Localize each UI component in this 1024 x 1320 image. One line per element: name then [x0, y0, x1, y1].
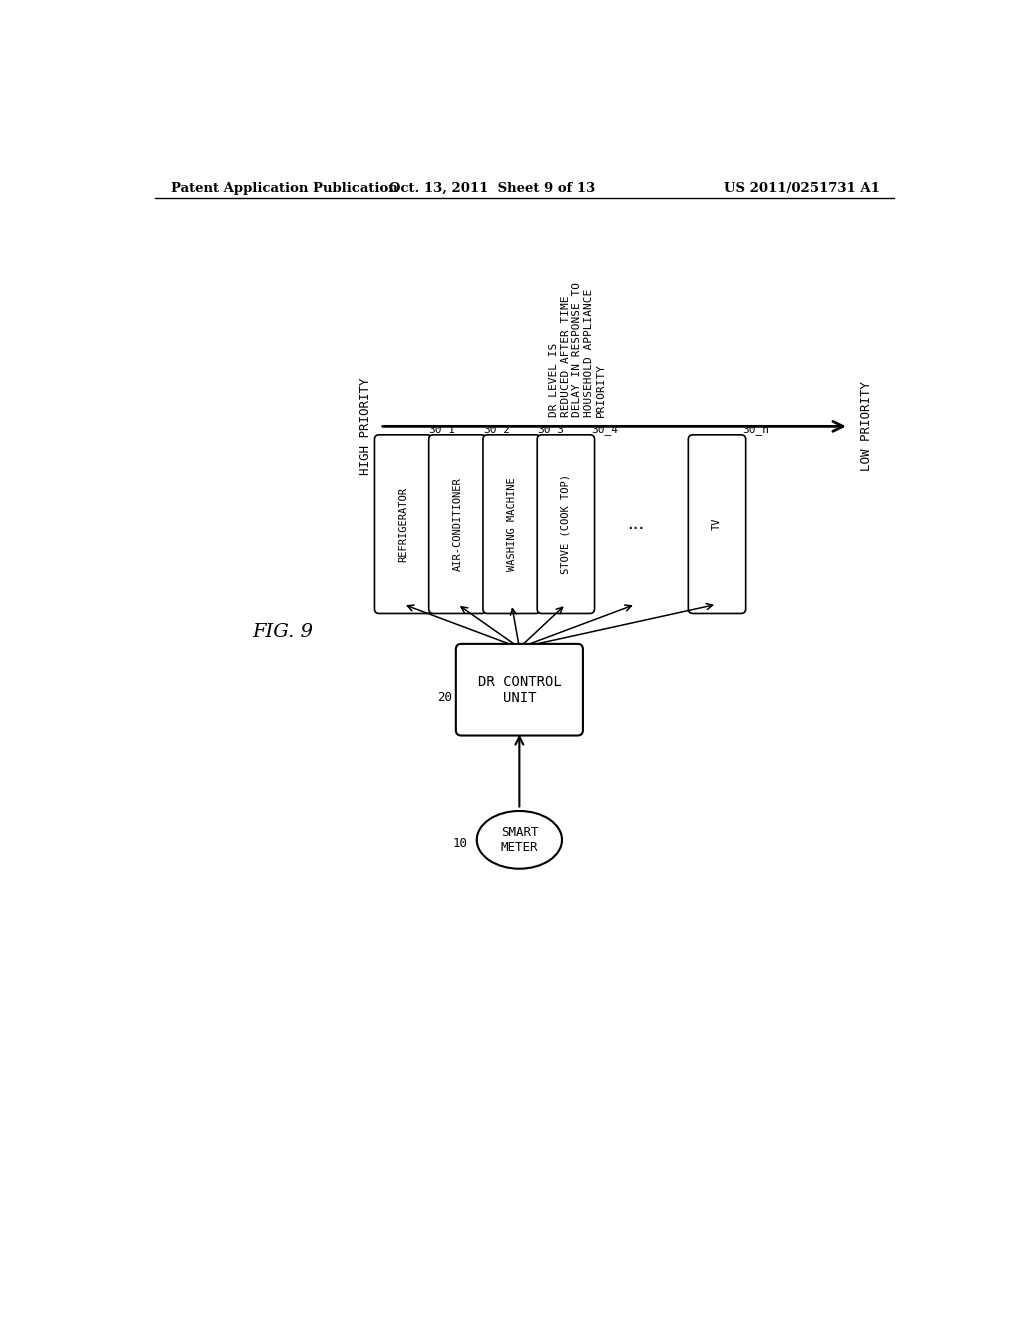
Text: STOVE (COOK TOP): STOVE (COOK TOP): [561, 474, 570, 574]
Text: 30_4: 30_4: [592, 424, 618, 434]
Text: FIG. 9: FIG. 9: [252, 623, 313, 642]
Text: US 2011/0251731 A1: US 2011/0251731 A1: [724, 182, 880, 194]
Text: 20: 20: [437, 690, 452, 704]
FancyBboxPatch shape: [429, 434, 486, 614]
Text: 30_3: 30_3: [538, 424, 564, 434]
Text: HIGH PRIORITY: HIGH PRIORITY: [359, 378, 372, 475]
Text: DR CONTROL
UNIT: DR CONTROL UNIT: [477, 675, 561, 705]
FancyBboxPatch shape: [538, 434, 595, 614]
Text: WASHING MACHINE: WASHING MACHINE: [507, 478, 517, 572]
Text: LOW PRIORITY: LOW PRIORITY: [860, 381, 873, 471]
Text: 10: 10: [453, 837, 467, 850]
Text: REFRIGERATOR: REFRIGERATOR: [398, 487, 409, 561]
Text: Patent Application Publication: Patent Application Publication: [171, 182, 397, 194]
FancyBboxPatch shape: [688, 434, 745, 614]
FancyBboxPatch shape: [456, 644, 583, 735]
Text: TV: TV: [712, 517, 722, 531]
Text: AIR-CONDITIONER: AIR-CONDITIONER: [453, 478, 463, 572]
Text: SMART
METER: SMART METER: [501, 826, 539, 854]
Text: ...: ...: [627, 515, 644, 533]
Text: 30_2: 30_2: [483, 424, 510, 434]
Text: 30_1: 30_1: [429, 424, 456, 434]
Text: Oct. 13, 2011  Sheet 9 of 13: Oct. 13, 2011 Sheet 9 of 13: [389, 182, 595, 194]
FancyBboxPatch shape: [375, 434, 432, 614]
Text: DR LEVEL IS
REDUCED AFTER TIME
DELAY IN RESPONSE TO
HOUSEHOLD APPLIANCE
PRIORITY: DR LEVEL IS REDUCED AFTER TIME DELAY IN …: [549, 282, 606, 417]
Text: 30_n: 30_n: [742, 424, 770, 434]
FancyBboxPatch shape: [483, 434, 541, 614]
Ellipse shape: [477, 810, 562, 869]
